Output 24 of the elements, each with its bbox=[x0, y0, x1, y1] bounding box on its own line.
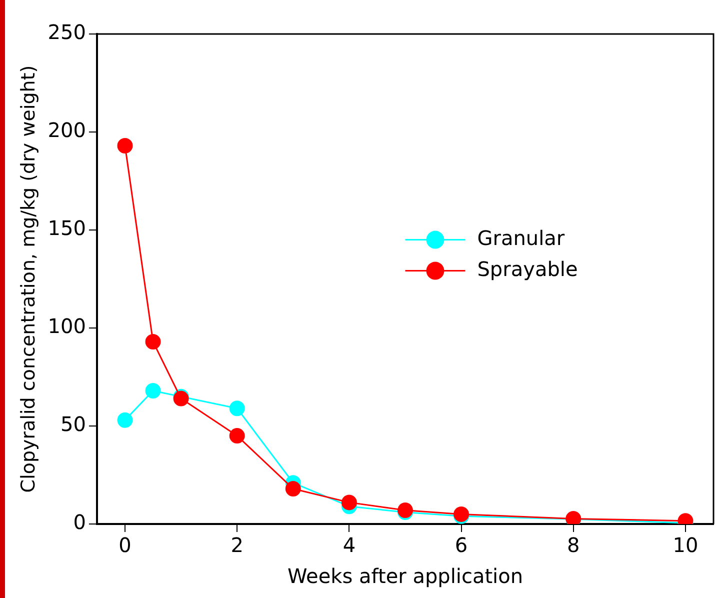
point bbox=[341, 494, 357, 510]
point bbox=[285, 480, 301, 496]
y-tick-label: 100 bbox=[48, 314, 86, 338]
x-tick-label: 8 bbox=[567, 533, 580, 558]
y-tick-label: 250 bbox=[48, 20, 86, 44]
legend-label: Sprayable bbox=[477, 257, 578, 282]
y-tick-label: 200 bbox=[48, 118, 86, 142]
point bbox=[117, 138, 133, 154]
x-axis-title: Weeks after application bbox=[287, 564, 524, 588]
point bbox=[229, 400, 245, 416]
x-tick-label: 10 bbox=[672, 533, 698, 558]
point bbox=[229, 428, 245, 444]
point bbox=[145, 382, 161, 398]
x-tick-label: 6 bbox=[454, 533, 468, 558]
y-tick-label: 50 bbox=[60, 412, 86, 436]
y-tick-label: 0 bbox=[73, 510, 86, 534]
x-tick-label: 2 bbox=[230, 533, 244, 558]
y-axis-title: Clopyralid concentration, mg/kg (dry weight) bbox=[17, 65, 40, 493]
point bbox=[117, 412, 133, 428]
point bbox=[145, 334, 161, 350]
legend-label: Granular bbox=[477, 226, 566, 250]
x-tick-label: 0 bbox=[118, 533, 132, 558]
x-tick-label: 4 bbox=[342, 533, 356, 558]
y-tick-label: 150 bbox=[48, 216, 86, 240]
